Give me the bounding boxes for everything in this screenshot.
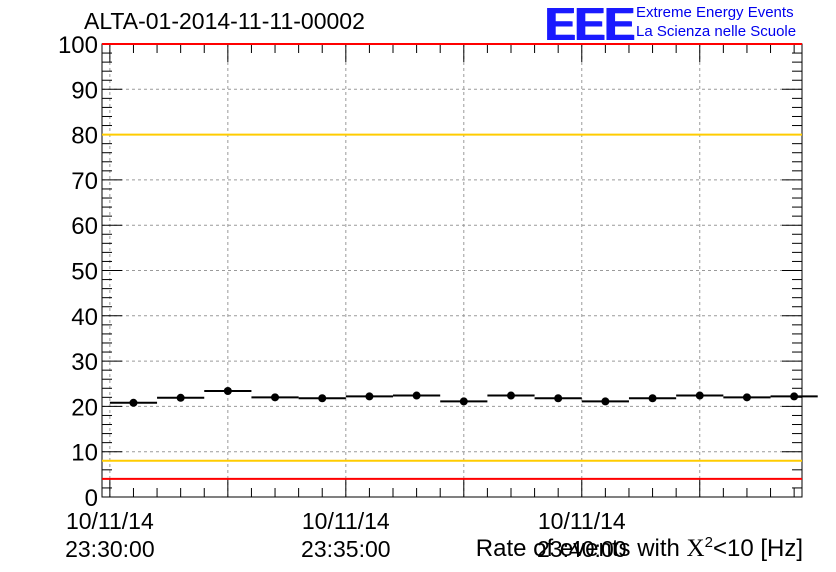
data-point — [271, 393, 280, 402]
y-tick-label: 70 — [71, 168, 98, 195]
data-point — [601, 397, 610, 406]
x-tick-label-time: 23:35:00 — [301, 536, 391, 562]
y-tick-label: 0 — [85, 485, 98, 512]
x-axis-label-symbol: X — [686, 535, 705, 562]
x-tick-label-date: 10/11/14 — [538, 508, 626, 534]
data-point — [223, 386, 232, 395]
logo-line-2: La Scienza nelle Scuole — [636, 23, 797, 40]
data-point — [695, 391, 704, 400]
x-tick-label-date: 10/11/14 — [66, 508, 154, 534]
x-axis-label-suffix: <10 [Hz] — [712, 535, 803, 562]
data-point — [318, 394, 327, 403]
data-point — [506, 391, 515, 400]
x-tick-label-date: 10/11/14 — [302, 508, 390, 534]
data-point — [365, 392, 374, 401]
y-tick-label: 10 — [71, 440, 98, 467]
data-point — [742, 393, 751, 402]
data-point — [459, 397, 468, 406]
x-tick-label-time: 23:40:00 — [537, 536, 627, 562]
y-tick-label: 50 — [71, 259, 98, 286]
logo-line-1: Extreme Energy Events — [636, 4, 794, 21]
y-tick-label: 60 — [71, 213, 98, 240]
chart-title: ALTA-01-2014-11-11-00002 — [84, 8, 365, 34]
y-tick-label: 80 — [71, 123, 98, 150]
logo-caption: Extreme Energy Events La Scienza nelle S… — [636, 3, 796, 41]
data-point — [129, 398, 138, 407]
x-tick-label-time: 23:30:00 — [65, 536, 155, 562]
y-tick-label: 40 — [71, 304, 98, 331]
y-tick-label: 100 — [58, 32, 98, 59]
x-axis-label-prefix: Rate of events with — [475, 535, 687, 562]
x-axis-label-exponent: 2 — [704, 534, 713, 551]
y-tick-label: 20 — [71, 394, 98, 421]
data-point — [790, 392, 799, 401]
data-point — [554, 394, 563, 403]
y-tick-label: 90 — [71, 77, 98, 104]
data-point — [412, 391, 421, 400]
data-point — [176, 393, 185, 402]
eee-logo: EEE — [545, 0, 635, 50]
y-tick-label: 30 — [71, 349, 98, 376]
x-axis-label: Rate of events with X2<10 [Hz] — [476, 534, 803, 563]
data-point — [648, 394, 657, 403]
